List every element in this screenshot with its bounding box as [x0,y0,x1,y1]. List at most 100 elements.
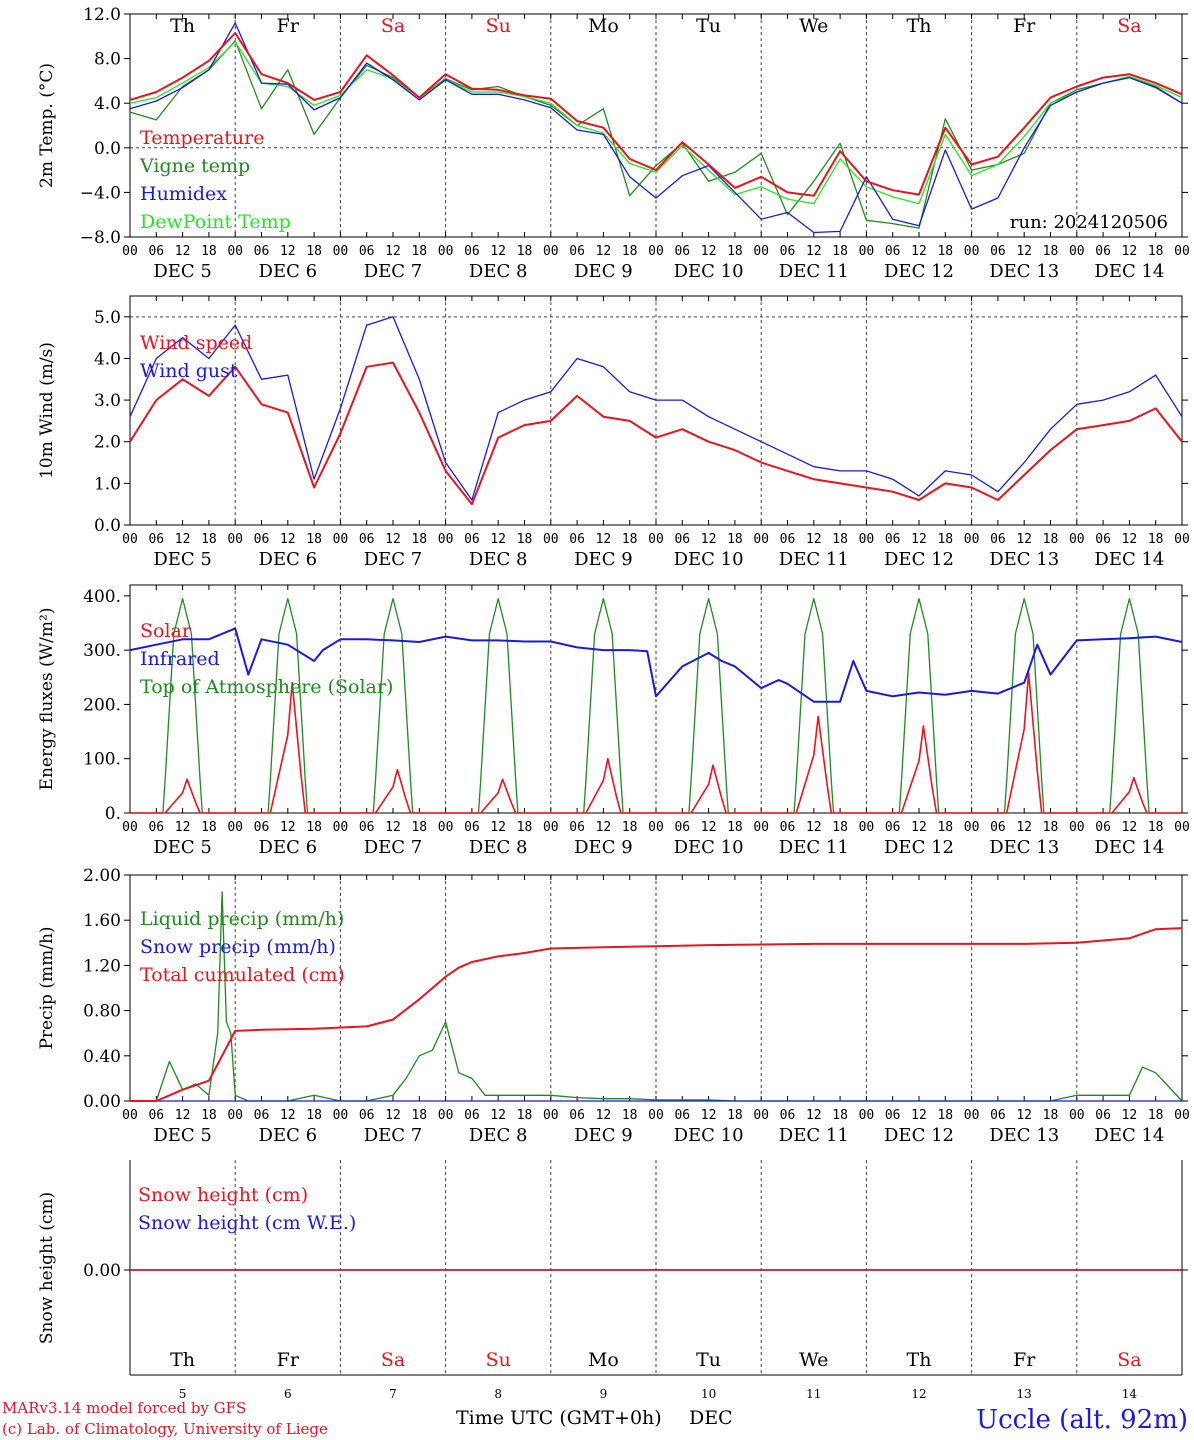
date-label: DEC 7 [364,549,423,570]
hour-tick-label: 00 [753,820,769,835]
hour-tick-label: 06 [359,244,375,259]
day-number-label: 12 [911,1387,926,1401]
y-tick-label: 0.00 [83,1092,121,1112]
hour-tick-label: 06 [569,1108,585,1123]
hour-tick-label: 18 [622,532,638,547]
hour-tick-label: 00 [227,532,243,547]
series-line-humidex [129,22,1183,234]
legend-entry: Liquid precip (mm/h) [140,908,344,930]
hour-tick-label: 00 [1069,1108,1085,1123]
y-tick-label: 0.0 [94,516,121,536]
hour-tick-label: 00 [753,532,769,547]
hour-tick-label: 18 [517,1108,533,1123]
hour-tick-label: 18 [622,820,638,835]
hour-tick-label: 00 [753,1108,769,1123]
lab-credit: (c) Lab. of Climatology, University of L… [2,1420,328,1438]
weekday-label: Th [907,1349,932,1371]
date-label: DEC 13 [989,837,1059,858]
panel-precip: 2.00 1.60 1.20 0.80 0.40 0.00 Precip (mm/h) 00 0… [37,866,1190,1146]
weekday-label: Fr [1013,1349,1036,1371]
hour-tick-label: 00 [648,244,664,259]
day-number-label: 14 [1122,1387,1138,1401]
y-tick-label: 0. [105,804,121,824]
date-label: DEC 5 [153,549,212,570]
hour-tick-label: 00 [122,1108,138,1123]
series-line-total-cumulated-cm- [130,927,1183,1102]
y-tick-label: 100. [83,750,121,770]
weekday-label: Su [486,1349,511,1371]
footer: MARv3.14 model forced by GFS (c) Lab. of … [2,1399,1188,1438]
y-tick-label: 1.20 [83,956,121,976]
hour-tick-label: 06 [1095,532,1111,547]
weekday-label: Fr [277,1349,300,1371]
weekday-label: Th [170,1349,195,1371]
day-number-label: 8 [494,1387,502,1401]
date-label: DEC 6 [259,549,318,570]
legend-entry: Wind speed [140,332,252,354]
hour-tick-label: 06 [359,1108,375,1123]
legend-entry: Top of Atmosphere (Solar) [140,676,393,698]
hour-tick-label: 06 [569,820,585,835]
y-tick-label: 5.0 [94,308,121,328]
hour-tick-label: 12 [1122,820,1138,835]
hour-tick-label: 12 [280,244,296,259]
day-number-label: 13 [1017,1387,1032,1401]
hour-tick-label: 06 [780,244,796,259]
y-tick-label: 12.0 [83,5,121,25]
hour-tick-label: 18 [622,1108,638,1123]
day-number-label: 7 [389,1387,397,1401]
hour-tick-label: 12 [596,1108,612,1123]
series-line-wind-gust [129,316,1183,501]
weekday-label: Sa [1117,1349,1141,1371]
y-tick-label: 4.0 [94,94,121,114]
series-line-solar [130,672,1182,814]
hour-tick-label: 12 [1122,244,1138,259]
date-label: DEC 9 [574,1125,633,1146]
hour-tick-label: 06 [780,1108,796,1123]
date-label: DEC 11 [779,261,849,282]
legend-entry: Total cumulated (cm) [140,964,345,986]
hour-tick-label: 18 [1148,244,1164,259]
model-credit: MARv3.14 model forced by GFS [2,1399,246,1417]
hour-tick-label: 12 [1016,1108,1032,1123]
y-tick-label: 400. [83,587,121,607]
weekday-label: Tu [696,15,721,37]
hour-tick-label: 12 [490,532,506,547]
hour-tick-label: 18 [201,244,217,259]
legend-entry: Humidex [140,183,227,205]
date-label: DEC 14 [1094,837,1164,858]
date-label: DEC 10 [674,261,744,282]
date-label: DEC 13 [989,549,1059,570]
hour-tick-label: 18 [937,532,953,547]
hour-tick-label: 06 [148,820,164,835]
hour-tick-label: 06 [885,820,901,835]
hour-tick-label: 18 [832,244,848,259]
hour-tick-label: 00 [227,820,243,835]
hour-tick-label: 00 [1174,1108,1190,1123]
date-label: DEC 10 [674,837,744,858]
y-tick-label: −4.0 [80,183,121,203]
hour-tick-label: 18 [306,1108,322,1123]
series-line-temperature [129,32,1183,197]
date-label: DEC 11 [779,549,849,570]
hour-tick-label: 18 [937,244,953,259]
hour-tick-label: 00 [122,532,138,547]
hour-tick-label: 12 [701,1108,717,1123]
station-label: Uccle (alt. 92m) [976,1405,1188,1435]
date-label: DEC 9 [574,261,633,282]
hour-tick-label: 00 [964,244,980,259]
hour-tick-label: 06 [674,1108,690,1123]
hour-tick-label: 06 [990,820,1006,835]
date-label: DEC 13 [989,1125,1059,1146]
hour-tick-label: 00 [859,820,875,835]
hour-tick-label: 00 [648,532,664,547]
date-label: DEC 7 [364,837,423,858]
y-tick-label: −8.0 [80,228,121,248]
panel-temperature: 12.0 8.0 4.0 0.0 −4.0 −8.0 2m Temp. (°C) 00 06 12… [37,5,1190,282]
hour-tick-label: 12 [1122,532,1138,547]
hour-tick-label: 18 [1043,244,1059,259]
legend-entry: Temperature [140,127,264,149]
hour-tick-label: 12 [280,532,296,547]
hour-tick-label: 00 [543,244,559,259]
series-line-wind-speed [129,361,1183,506]
